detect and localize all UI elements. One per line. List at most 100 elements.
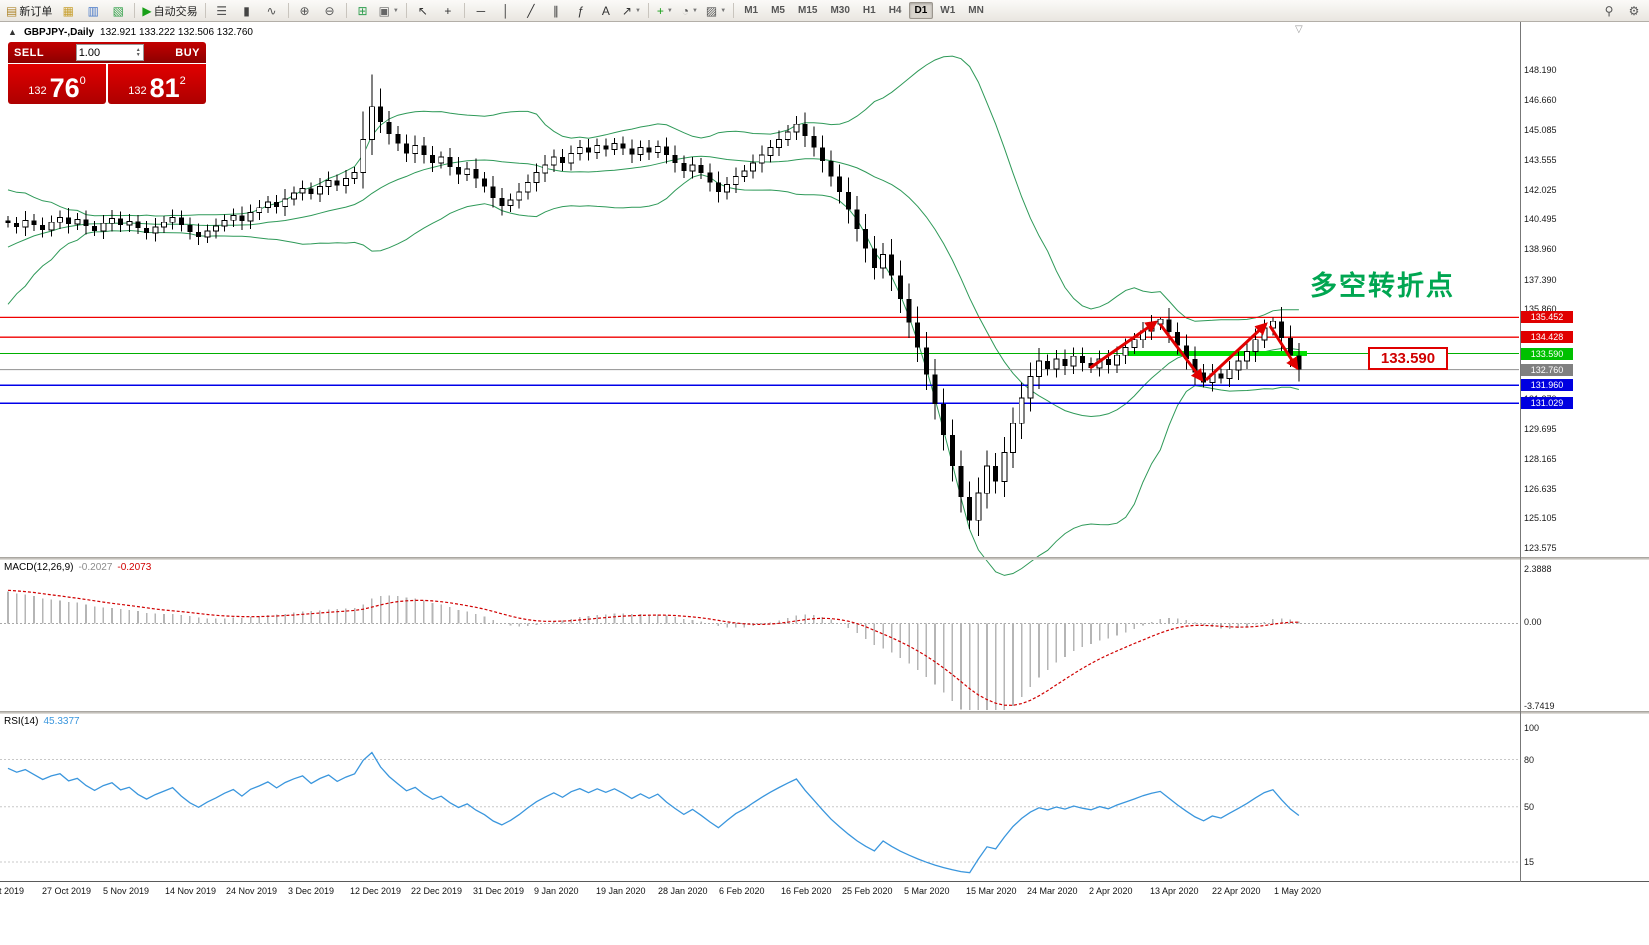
chart-shift-marker[interactable]: ▽ (1295, 24, 1303, 35)
cursor-icon-glyph: ↖ (417, 3, 428, 18)
one-click-header: SELL 1.00 ▲ ▼ BUY (8, 42, 206, 63)
new-order-button[interactable]: ▤ 新订单 (3, 2, 55, 20)
price-level-tag: 132.760 (1521, 364, 1573, 376)
turning-point-annotation[interactable]: 多空转折点 (1310, 271, 1455, 301)
date-tick-label: 1 May 2020 (1274, 886, 1322, 896)
rsi-panel-title: RSI(14) 45.3377 (4, 716, 80, 727)
trendline-icon-glyph: ╱ (527, 3, 535, 18)
date-tick-label: 15 Mar 2020 (966, 886, 1017, 896)
navigator-icon[interactable]: ▧ (106, 2, 130, 20)
buy-button[interactable]: 132 81 2 (108, 64, 206, 104)
zoom-out-icon-glyph: ⊖ (324, 3, 335, 18)
tile-windows-icon[interactable]: ▣ ▼ (376, 2, 402, 20)
indicators-icon[interactable]: + ▼ (653, 2, 677, 20)
line-chart-icon-glyph: ∿ (266, 3, 277, 18)
macd-signal-value: -0.2073 (117, 562, 152, 573)
timeframe-MN[interactable]: MN (968, 5, 984, 16)
timeframe-H1[interactable]: H1 (862, 5, 876, 16)
sell-button[interactable]: 132 76 0 (8, 64, 106, 104)
price-axis-border[interactable] (1520, 22, 1521, 882)
candlestick-icon-glyph: ▮ (243, 3, 250, 18)
timeframe-H4[interactable]: H4 (888, 5, 902, 16)
price-tick-label: 148.190 (1524, 65, 1557, 75)
price-tick-label: 129.695 (1524, 424, 1557, 434)
symbol-info: GBPJPY-,Daily 132.921 133.222 132.506 132… (24, 27, 253, 38)
fibonacci-icon[interactable]: ƒ (569, 2, 593, 20)
rsi-line (7, 751, 1300, 874)
zoom-out-icon[interactable]: ⊖ (318, 2, 342, 20)
one-click-prices: 132 76 0 132 81 2 (8, 64, 206, 104)
text-icon[interactable]: A (594, 2, 618, 20)
rsi-levels (0, 759, 1519, 863)
new-order-button-label: 新订单 (19, 5, 53, 18)
bar-chart-icon[interactable]: ☰ (210, 2, 234, 20)
macd-panel-separator[interactable] (0, 557, 1649, 560)
market-watch-icon[interactable]: ▦ (56, 2, 80, 20)
search-icon[interactable]: ⚲ (1604, 3, 1614, 18)
price-tick-label: 137.390 (1524, 275, 1557, 285)
sell-price-sup: 0 (79, 75, 86, 87)
candlesticks (5, 74, 1302, 536)
toolbar-separator (134, 3, 136, 18)
vline-icon[interactable]: │ (494, 2, 518, 20)
one-click-panel-toggle-icon[interactable]: ▲ (8, 27, 17, 37)
symbol-period-label: GBPJPY-,Daily (24, 27, 95, 38)
macd-main-value: -0.2027 (78, 562, 113, 573)
candlestick-icon[interactable]: ▮ (235, 2, 259, 20)
data-window-icon[interactable]: ▥ (81, 2, 105, 20)
date-tick-label: 13 Apr 2020 (1150, 886, 1199, 896)
timeframe-M1[interactable]: M1 (744, 5, 759, 16)
zoom-in-icon[interactable]: ⊕ (293, 2, 317, 20)
vline-icon-glyph: │ (502, 3, 510, 18)
date-tick-label: 14 Nov 2019 (165, 886, 217, 896)
volume-stepper[interactable]: ▲ ▼ (135, 46, 141, 58)
date-tick-label: 3 Dec 2019 (288, 886, 335, 896)
horizontal-level-lines[interactable] (0, 316, 1519, 405)
macd-name: MACD(12,26,9) (4, 562, 74, 573)
autotrading-button-label: 自动交易 (153, 5, 198, 18)
buy-price-big: 81 (149, 73, 180, 103)
price-tick-label: 138.960 (1524, 244, 1557, 254)
buy-price-prefix: 132 (128, 85, 147, 97)
template-icon-caret: ▼ (720, 7, 727, 14)
timeframe-M30[interactable]: M30 (830, 5, 850, 16)
price-tick-label: 123.575 (1524, 543, 1557, 553)
price-callout-133590[interactable]: 133.590 (1368, 347, 1448, 370)
trend-arrows[interactable] (1089, 320, 1299, 383)
macd-axis-label: 2.3888 (1524, 564, 1552, 574)
settings-icon[interactable]: ⚙ (1628, 3, 1640, 18)
rsi-axis-label: 15 (1524, 857, 1535, 867)
timeframe-M15[interactable]: M15 (798, 5, 818, 16)
date-tick-label: 5 Nov 2019 (103, 886, 150, 896)
price-level-tag: 134.428 (1521, 331, 1573, 343)
hline-icon[interactable]: ─ (469, 2, 493, 20)
clock-icon[interactable]: ◔ ▼ (678, 2, 702, 20)
trendline-icon[interactable]: ╱ (519, 2, 543, 20)
timeframe-M5[interactable]: M5 (771, 5, 785, 16)
template-icon-glyph: ▨ (705, 3, 718, 18)
bar-chart-icon-glyph: ☰ (216, 3, 227, 18)
date-tick-label: 2 Apr 2020 (1089, 886, 1133, 896)
autotrading-button[interactable]: ▶ 自动交易 (139, 2, 200, 20)
crosshair-icon[interactable]: + (436, 2, 460, 20)
price-level-tag: 135.452 (1521, 311, 1573, 323)
toolbar-separator (463, 3, 465, 18)
line-chart-icon[interactable]: ∿ (260, 2, 284, 20)
rsi-axis-label: 100 (1524, 723, 1540, 733)
date-tick-label: 19 Jan 2020 (596, 886, 646, 896)
cursor-icon[interactable]: ↖ (411, 2, 435, 20)
arrow-tool-icon[interactable]: ↗ ▼ (619, 2, 644, 20)
channel-icon[interactable]: ∥ (544, 2, 568, 20)
price-tick-label: 125.105 (1524, 513, 1557, 523)
timeframe-D1[interactable]: D1 (908, 2, 934, 19)
toolbar-separator (345, 3, 347, 18)
grid-icon[interactable]: ⊞ (351, 2, 375, 20)
hline-icon-glyph: ─ (476, 3, 486, 18)
volume-input[interactable]: 1.00 ▲ ▼ (75, 44, 144, 61)
buy-label[interactable]: BUY (175, 46, 200, 59)
template-icon[interactable]: ▨ ▼ (703, 2, 729, 20)
sell-label[interactable]: SELL (14, 46, 45, 59)
timeframe-W1[interactable]: W1 (940, 5, 956, 16)
rsi-panel-separator[interactable] (0, 711, 1649, 714)
toolbar-separator (733, 3, 735, 18)
